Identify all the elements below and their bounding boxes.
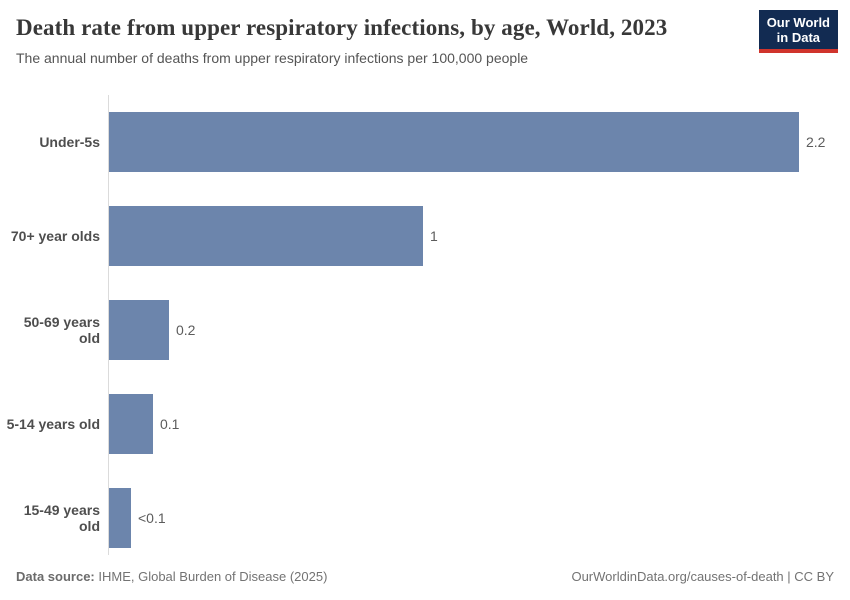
credit-link[interactable]: OurWorldinData.org/causes-of-death | CC …	[571, 569, 834, 584]
bar-track: 1	[109, 189, 850, 283]
bar[interactable]	[109, 112, 799, 172]
bar-track: 0.2	[109, 283, 850, 377]
bar-rows: Under-5s 2.2 70+ year olds 1 50-69 years old…	[0, 95, 850, 565]
category-label: 70+ year olds	[10, 228, 100, 244]
bar[interactable]	[109, 394, 153, 454]
bar-row: 70+ year olds 1	[0, 189, 850, 283]
bar-chart: Under-5s 2.2 70+ year olds 1 50-69 years old…	[0, 95, 850, 555]
bar[interactable]	[109, 488, 131, 548]
bar-row: Under-5s 2.2	[0, 95, 850, 189]
bar[interactable]	[109, 206, 423, 266]
chart-title: Death rate from upper respiratory infect…	[16, 15, 668, 40]
owid-logo[interactable]: Our World in Data	[758, 10, 838, 53]
category-label: 15-49 years old	[23, 502, 100, 534]
category-label: 5-14 years old	[6, 416, 100, 432]
chart-subtitle: The annual number of deaths from upper r…	[16, 50, 529, 66]
bar[interactable]	[109, 300, 169, 360]
bar-track: <0.1	[109, 471, 850, 565]
data-source-text: IHME, Global Burden of Disease (2025)	[94, 569, 328, 584]
bar-row: 5-14 years old 0.1	[0, 377, 850, 471]
owid-logo-line1: Our World	[766, 15, 830, 30]
bar-row: 50-69 years old 0.2	[0, 283, 850, 377]
chart-footer: Data source: IHME, Global Burden of Dise…	[16, 569, 834, 584]
category-label: 50-69 years old	[23, 314, 100, 346]
value-label: 0.2	[176, 322, 196, 338]
bar-row: 15-49 years old <0.1	[0, 471, 850, 565]
owid-logo-line2: in Data	[776, 30, 821, 45]
data-source: Data source: IHME, Global Burden of Dise…	[16, 569, 327, 584]
value-label: 2.2	[806, 134, 826, 150]
chart-header: Death rate from upper respiratory infect…	[16, 14, 740, 67]
value-label: 0.1	[160, 416, 180, 432]
bar-track: 0.1	[109, 377, 850, 471]
y-axis-line	[108, 95, 109, 555]
category-label: Under-5s	[39, 134, 100, 150]
value-label: 1	[430, 228, 438, 244]
data-source-label: Data source:	[16, 569, 95, 584]
bar-track: 2.2	[109, 95, 850, 189]
value-label: <0.1	[138, 510, 166, 526]
